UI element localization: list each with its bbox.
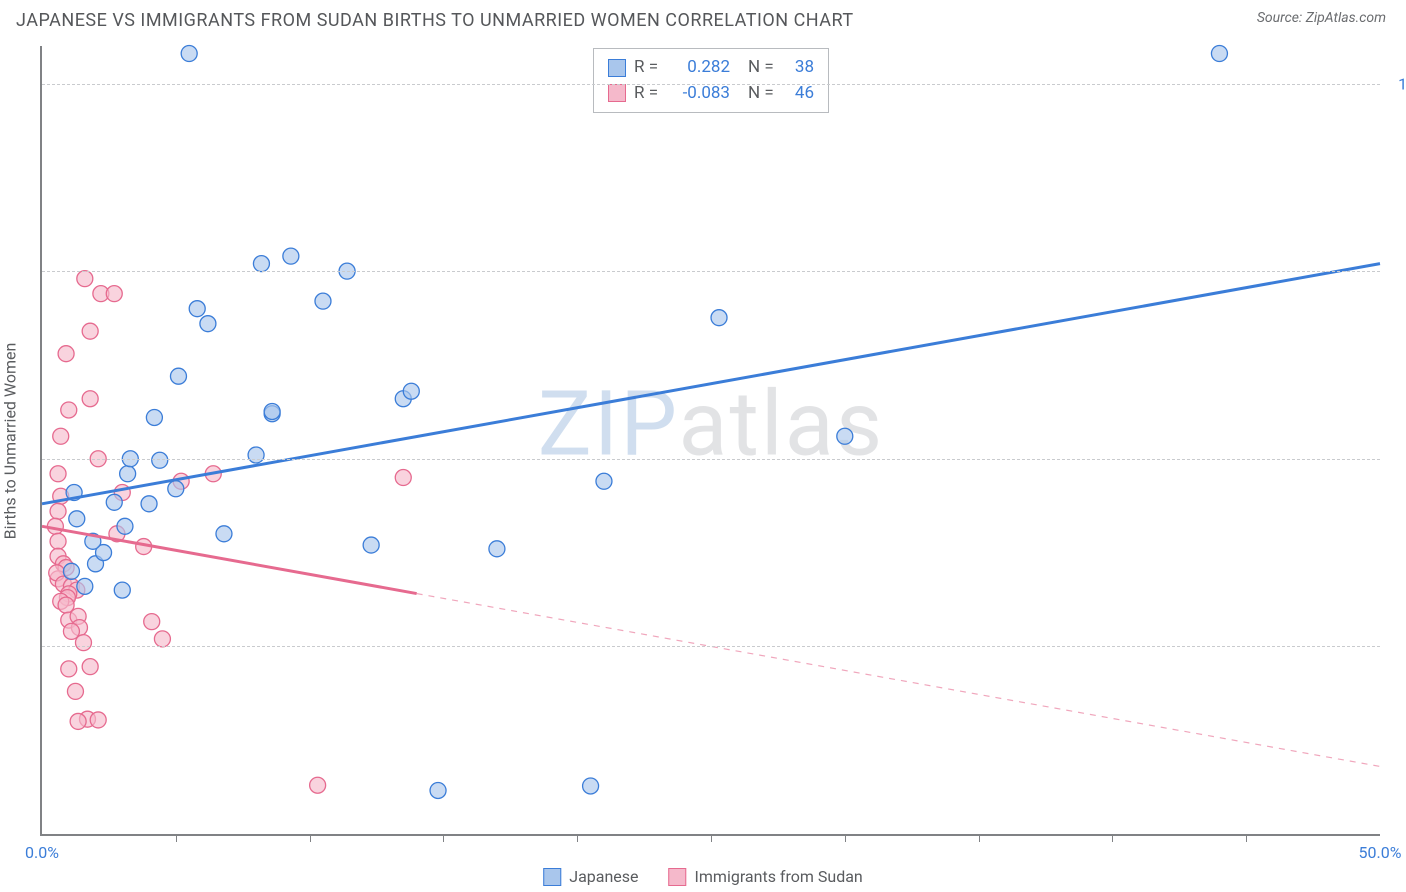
header-bar: JAPANESE VS IMMIGRANTS FROM SUDAN BIRTHS…	[0, 0, 1406, 37]
scatter-point	[82, 323, 98, 339]
scatter-point	[70, 713, 86, 729]
x-tick	[1246, 834, 1247, 842]
x-tick	[845, 834, 846, 842]
scatter-point	[837, 428, 853, 444]
scatter-point	[363, 537, 379, 553]
gridline	[42, 271, 1380, 272]
x-tick	[443, 834, 444, 842]
x-tick	[979, 834, 980, 842]
x-tick-label: 0.0%	[25, 843, 59, 862]
scatter-point	[395, 470, 411, 486]
scatter-point	[430, 782, 446, 798]
scatter-point	[403, 383, 419, 399]
chart-title: JAPANESE VS IMMIGRANTS FROM SUDAN BIRTHS…	[16, 10, 854, 31]
scatter-point	[181, 46, 197, 62]
chart-svg	[42, 46, 1380, 834]
scatter-point	[67, 683, 83, 699]
scatter-point	[50, 533, 66, 549]
scatter-point	[50, 466, 66, 482]
x-tick	[176, 834, 177, 842]
scatter-point	[58, 346, 74, 362]
scatter-point	[248, 447, 264, 463]
scatter-point	[489, 541, 505, 557]
scatter-point	[310, 777, 326, 793]
scatter-point	[77, 271, 93, 287]
x-tick-label: 50.0%	[1359, 843, 1402, 862]
x-tick	[310, 834, 311, 842]
scatter-point	[711, 310, 727, 326]
legend-item: Immigrants from Sudan	[669, 867, 863, 886]
scatter-point	[315, 293, 331, 309]
scatter-point	[77, 578, 93, 594]
gridline	[42, 84, 1380, 85]
scatter-point	[75, 635, 91, 651]
scatter-point	[63, 563, 79, 579]
scatter-point	[61, 402, 77, 418]
x-tick	[577, 834, 578, 842]
scatter-point	[200, 316, 216, 332]
scatter-point	[216, 526, 232, 542]
y-axis-label: Births to Unmarried Women	[1, 343, 20, 540]
scatter-point	[114, 582, 130, 598]
scatter-point	[168, 481, 184, 497]
scatter-point	[189, 301, 205, 317]
swatch-icon	[543, 868, 561, 886]
scatter-point	[144, 614, 160, 630]
plot-wrap: Births to Unmarried Women ZIPatlas R = 0…	[40, 46, 1380, 836]
scatter-point	[152, 452, 168, 468]
scatter-point	[90, 712, 106, 728]
scatter-point	[154, 631, 170, 647]
y-tick-label: 100.0%	[1398, 74, 1406, 93]
scatter-point	[170, 368, 186, 384]
scatter-point	[146, 409, 162, 425]
scatter-point	[82, 391, 98, 407]
scatter-point	[120, 466, 136, 482]
scatter-point	[69, 511, 85, 527]
swatch-icon	[669, 868, 687, 886]
scatter-point	[583, 778, 599, 794]
scatter-point	[264, 403, 280, 419]
x-tick	[1112, 834, 1113, 842]
scatter-point	[1211, 46, 1227, 62]
source-label: Source: ZipAtlas.com	[1257, 10, 1386, 26]
x-tick	[711, 834, 712, 842]
scatter-point	[283, 248, 299, 264]
scatter-point	[106, 286, 122, 302]
legend-label: Japanese	[569, 867, 638, 886]
trend-line	[42, 264, 1380, 504]
scatter-point	[53, 428, 69, 444]
legend-label: Immigrants from Sudan	[695, 867, 863, 886]
scatter-point	[117, 518, 133, 534]
scatter-point	[141, 496, 157, 512]
legend-item: Japanese	[543, 867, 638, 886]
gridline	[42, 459, 1380, 460]
gridline	[42, 646, 1380, 647]
scatter-point	[82, 659, 98, 675]
bottom-legend: Japanese Immigrants from Sudan	[543, 867, 863, 886]
scatter-point	[50, 503, 66, 519]
scatter-point	[61, 661, 77, 677]
trend-line-dashed	[417, 594, 1380, 767]
plot-area: ZIPatlas R = 0.282 N = 38 R = -0.083 N =…	[40, 46, 1380, 836]
scatter-point	[253, 256, 269, 272]
scatter-point	[106, 494, 122, 510]
scatter-point	[596, 473, 612, 489]
